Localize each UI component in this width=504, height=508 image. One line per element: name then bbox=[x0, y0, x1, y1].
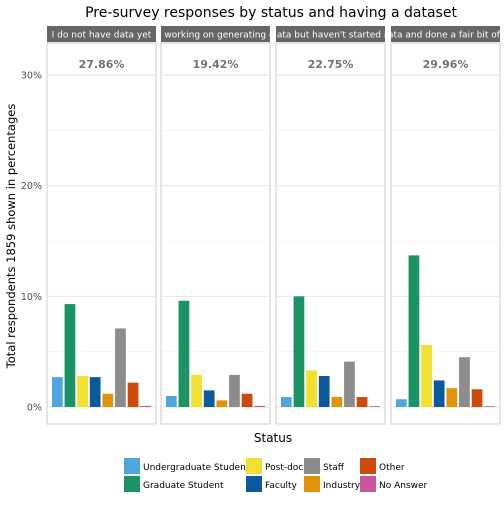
legend-swatch bbox=[360, 458, 376, 474]
bar-no-answer bbox=[254, 405, 266, 407]
bar-no-answer bbox=[140, 405, 152, 407]
bar-post-doc bbox=[306, 370, 317, 407]
facet-panel: I am working on generating data 19.42% bbox=[142, 26, 290, 425]
legend-label: Undergraduate Student bbox=[143, 463, 250, 473]
y-axis-label: Total respondents 1859 shown in percenta… bbox=[4, 104, 18, 370]
facet-panels: I do not have data yet 27.86% I am working… bbox=[46, 26, 504, 425]
bar-staff bbox=[344, 361, 355, 407]
bar-graduate-student bbox=[408, 255, 420, 407]
bar-faculty bbox=[318, 376, 330, 407]
bar-other bbox=[127, 382, 139, 407]
bar-undergraduate-student bbox=[280, 397, 292, 407]
bar-staff bbox=[459, 357, 470, 407]
legend-label: Other bbox=[379, 463, 405, 473]
facet-strip bbox=[161, 26, 270, 42]
legend-label: Post-doc bbox=[265, 463, 303, 473]
legend-swatch bbox=[304, 458, 320, 474]
facet-strip-label: I have data and done a fair bit of analy… bbox=[352, 31, 504, 41]
panel-total-label: 19.42% bbox=[193, 58, 239, 71]
legend-swatch bbox=[360, 476, 376, 492]
bar-other bbox=[241, 393, 253, 407]
facet-strip-label: I am working on generating data bbox=[142, 31, 290, 41]
facet-strip bbox=[47, 26, 156, 42]
panel-background bbox=[46, 42, 157, 425]
bar-no-answer bbox=[484, 406, 496, 407]
legend-swatch bbox=[246, 476, 262, 492]
facet-panel: I have data but haven't started analysis… bbox=[241, 26, 421, 425]
panel-total-label: 22.75% bbox=[308, 58, 354, 71]
legend-swatch bbox=[124, 458, 140, 474]
bar-faculty bbox=[203, 390, 215, 407]
bar-graduate-student bbox=[293, 296, 305, 407]
bar-undergraduate-student bbox=[165, 395, 177, 407]
legend-label: Staff bbox=[323, 463, 345, 473]
bar-industry bbox=[331, 397, 343, 407]
facet-strip bbox=[276, 26, 385, 42]
bar-post-doc bbox=[421, 345, 432, 407]
y-tick-label: 20% bbox=[21, 181, 42, 192]
bar-industry bbox=[216, 400, 228, 407]
bar-staff bbox=[229, 374, 240, 407]
bar-staff bbox=[115, 328, 126, 407]
legend-label: Faculty bbox=[265, 481, 298, 491]
bar-other bbox=[471, 389, 483, 407]
facet-strip-label: I do not have data yet bbox=[52, 31, 152, 41]
bar-graduate-student bbox=[178, 300, 190, 407]
bar-no-answer bbox=[369, 406, 381, 407]
legend-label: Industry bbox=[323, 481, 361, 491]
bar-undergraduate-student bbox=[395, 399, 407, 407]
panel-background bbox=[160, 42, 271, 425]
legend-swatch bbox=[246, 458, 262, 474]
panel-total-label: 27.86% bbox=[79, 58, 125, 71]
y-tick-label: 0% bbox=[27, 403, 42, 414]
bar-other bbox=[356, 397, 368, 407]
bar-post-doc bbox=[191, 374, 202, 407]
bar-undergraduate-student bbox=[51, 377, 63, 407]
legend-swatch bbox=[304, 476, 320, 492]
chart-title: Pre-survey responses by status and havin… bbox=[85, 5, 457, 21]
bar-faculty bbox=[89, 377, 101, 407]
panel-background bbox=[390, 42, 501, 425]
legend-swatch bbox=[124, 476, 140, 492]
bar-post-doc bbox=[77, 376, 88, 407]
y-tick-label: 10% bbox=[21, 292, 42, 303]
facet-strip-label: I have data but haven't started analysis bbox=[241, 31, 421, 41]
panel-total-label: 29.96% bbox=[423, 58, 469, 71]
facet-panel: I do not have data yet 27.86% bbox=[46, 26, 157, 425]
bar-industry bbox=[102, 393, 114, 407]
panel-background bbox=[275, 42, 386, 425]
bar-faculty bbox=[433, 380, 445, 407]
legend-label: No Answer bbox=[379, 481, 428, 491]
bar-graduate-student bbox=[64, 304, 76, 407]
y-axis: 0% 10% 20% 30% bbox=[21, 71, 42, 414]
facet-strip bbox=[391, 26, 500, 42]
y-tick-label: 30% bbox=[21, 71, 42, 82]
legend: Undergraduate Student Graduate Student Pos… bbox=[124, 458, 428, 492]
x-axis-label: Status bbox=[254, 431, 292, 445]
legend-label: Graduate Student bbox=[143, 481, 224, 491]
facet-panel: I have data and done a fair bit of analy… bbox=[352, 26, 504, 425]
bar-industry bbox=[446, 388, 458, 407]
